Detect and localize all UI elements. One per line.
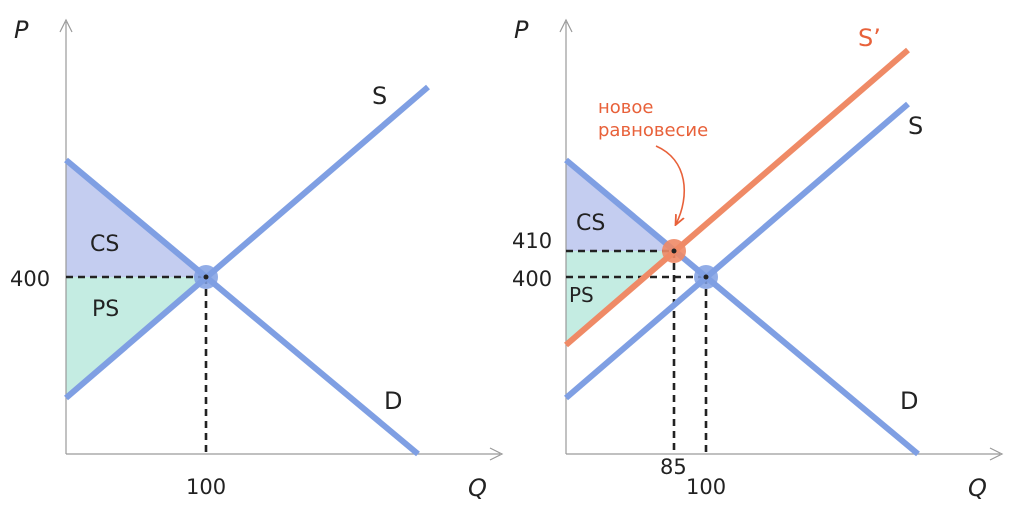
right-demand-line	[564, 157, 920, 457]
left-panel: P Q 400 100 CS PS S D	[10, 16, 504, 502]
right-p-axis-arrow-icon	[559, 18, 573, 33]
right-supply-line	[564, 101, 910, 401]
left-supply-line	[64, 84, 430, 401]
right-demand-label: D	[900, 387, 918, 415]
left-demand-line	[64, 157, 420, 457]
left-supply-label: S	[372, 82, 387, 110]
left-price-tick-label: 400	[10, 267, 50, 291]
left-equilibrium-dot	[203, 274, 209, 280]
left-q-axis-label: Q	[468, 474, 487, 502]
left-demand-label: D	[384, 387, 402, 415]
new-equilibrium-arrow-icon	[655, 145, 686, 224]
right-supply-label: S	[908, 112, 923, 140]
right-old-price-tick-label: 400	[512, 267, 552, 291]
right-ps-label: PS	[569, 283, 594, 307]
new-equilibrium-annotation-line1: новое	[598, 97, 653, 118]
left-ps-label: PS	[92, 297, 119, 322]
left-q-axis-arrow-icon	[489, 447, 504, 461]
new-equilibrium-annotation-line2: равновесие	[598, 120, 708, 141]
right-p-axis-label: P	[514, 16, 529, 44]
right-panel: P Q 410 400 85 100 CS PS S S’ D новое ра…	[512, 16, 1004, 502]
right-old-equilibrium-dot	[703, 274, 709, 280]
right-new-supply-label: S’	[858, 24, 881, 52]
right-new-price-tick-label: 410	[512, 229, 552, 253]
right-cs-label: CS	[576, 211, 605, 236]
left-cs-label: CS	[90, 232, 119, 257]
right-new-equilibrium-dot	[671, 248, 677, 254]
left-p-axis-arrow-icon	[59, 18, 73, 33]
right-q-axis-arrow-icon	[989, 447, 1004, 461]
right-old-quantity-tick-label: 100	[686, 475, 726, 499]
right-new-supply-line	[564, 47, 910, 348]
left-p-axis-label: P	[14, 16, 29, 44]
left-quantity-tick-label: 100	[186, 475, 226, 499]
right-q-axis-label: Q	[968, 474, 987, 502]
right-new-quantity-tick-label: 85	[660, 455, 687, 479]
